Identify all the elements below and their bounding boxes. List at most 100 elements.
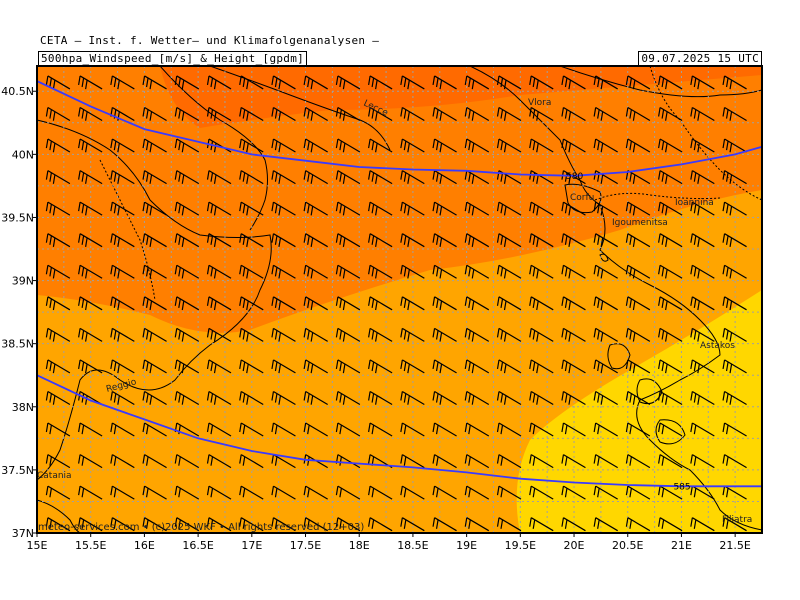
barb-flag — [464, 517, 468, 527]
barb-flag — [697, 174, 700, 184]
barb-flag — [52, 332, 56, 342]
barb-flag — [464, 75, 468, 86]
barb-flag — [496, 107, 500, 117]
barb-flag — [593, 454, 597, 464]
barb-flag — [600, 111, 604, 121]
barb-flag — [697, 80, 700, 90]
barb-flag — [206, 107, 210, 117]
wind-barb — [206, 359, 232, 374]
barb-flag — [52, 206, 56, 216]
barb-flag — [307, 330, 310, 340]
barb-flag — [49, 204, 52, 214]
barb-flag — [375, 395, 378, 405]
barb-flag — [239, 138, 242, 149]
barb-flag — [210, 425, 214, 435]
barb-flag — [432, 486, 436, 496]
barb-flag — [658, 296, 661, 306]
wind-barb — [690, 138, 715, 153]
barb-flag — [529, 422, 532, 433]
barb-flag — [210, 109, 214, 119]
barb-flag — [722, 75, 726, 86]
barb-flag — [278, 269, 282, 279]
barb-flag — [722, 170, 726, 180]
barb-flag — [593, 233, 597, 243]
barb-flag — [142, 107, 146, 117]
wind-barb — [400, 233, 425, 248]
barb-flag — [206, 422, 210, 433]
wind-barb — [625, 170, 651, 185]
barb-flag — [206, 454, 210, 464]
barb-flag — [625, 202, 629, 212]
barb-flag — [629, 456, 632, 466]
barb-flag — [690, 359, 693, 370]
wind-barb — [432, 106, 457, 122]
barb-flag — [729, 300, 733, 311]
wind-barb — [464, 233, 490, 248]
barb-flag — [174, 202, 178, 212]
barb-flag — [722, 517, 726, 527]
barb-flag — [246, 111, 249, 121]
barb-flag — [400, 75, 403, 86]
barb-flag — [113, 235, 117, 245]
wind-barb — [110, 390, 135, 405]
wind-barb — [561, 327, 586, 342]
barb-flag — [693, 109, 697, 119]
wind-barb — [529, 296, 554, 311]
barb-flag — [400, 486, 403, 496]
wind-barb — [658, 296, 683, 311]
barb-flag — [561, 233, 565, 243]
place-filiatra: Filiatra — [722, 515, 752, 525]
barb-flag — [117, 300, 120, 311]
lon-tick-label: 16E — [134, 539, 155, 552]
wind-barb — [271, 390, 296, 405]
barb-flag — [725, 77, 729, 88]
barb-flag — [375, 332, 378, 342]
wind-barb — [400, 454, 425, 469]
wind-barb — [239, 75, 264, 90]
lon-tick-label: 15E — [27, 539, 48, 552]
barb-flag — [85, 332, 88, 342]
barb-flag — [45, 391, 49, 401]
barb-flag — [600, 300, 604, 311]
barb-flag — [149, 332, 153, 342]
wind-barb — [432, 327, 457, 342]
barb-flag — [658, 107, 661, 117]
barb-flag — [693, 425, 697, 435]
wind-barb — [239, 138, 264, 153]
wind-barb — [432, 485, 457, 500]
barb-flag — [722, 107, 726, 117]
wind-barb — [174, 517, 200, 532]
barb-flag — [629, 519, 632, 529]
barb-flag — [439, 80, 443, 90]
wind-barb — [368, 390, 393, 405]
barb-flag — [110, 422, 113, 433]
barb-flag — [278, 111, 282, 121]
wind-barb — [722, 327, 747, 342]
barb-flag — [45, 296, 49, 306]
wind-barb — [593, 327, 618, 342]
wind-barb — [239, 485, 264, 500]
barb-flag — [725, 456, 729, 466]
wind-barb — [142, 201, 167, 216]
wind-barb — [464, 485, 490, 500]
barb-flag — [78, 454, 81, 464]
barb-flag — [625, 75, 629, 86]
wind-barb — [561, 75, 586, 90]
place-igoumenitsa: Igoumenitsa — [612, 218, 668, 228]
barb-flag — [629, 488, 632, 498]
barb-flag — [307, 425, 310, 435]
barb-flag — [597, 235, 600, 245]
wind-barb — [625, 454, 651, 469]
copyright-footer: meteo-services.com • (c)2025 WKF • All r… — [38, 522, 364, 533]
barb-flag — [181, 332, 185, 342]
wind-barb — [690, 106, 715, 122]
barb-flag — [303, 170, 307, 180]
barb-flag — [307, 204, 310, 214]
barb-flag — [690, 517, 693, 527]
barb-flag — [181, 111, 185, 121]
barb-flag — [210, 77, 214, 88]
barb-flag — [665, 206, 668, 216]
barb-flag — [500, 393, 504, 403]
barb-flag — [665, 300, 668, 311]
barb-flag — [178, 298, 181, 309]
